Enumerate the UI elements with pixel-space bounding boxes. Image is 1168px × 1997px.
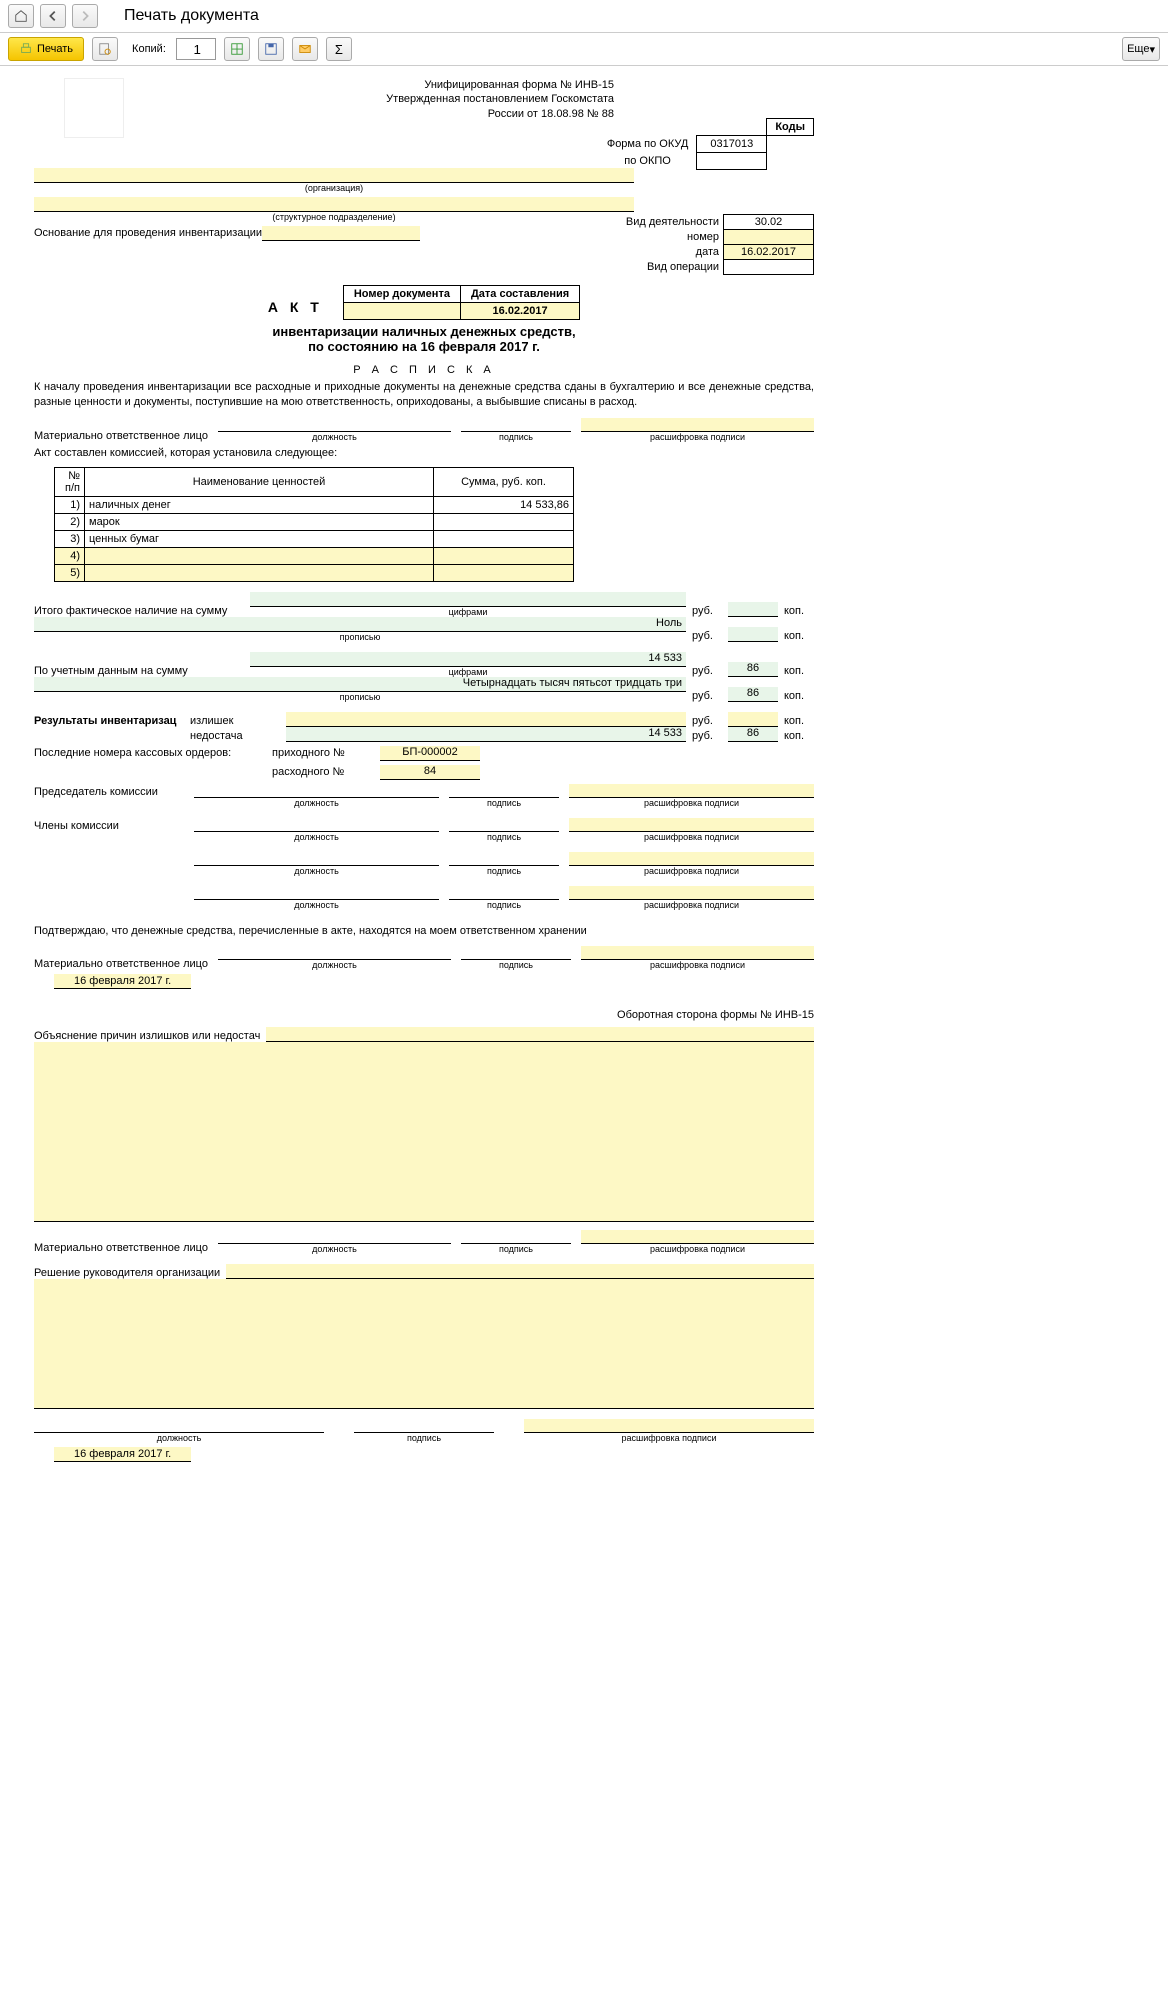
mol-label-3: Материально ответственное лицо [34,1242,208,1254]
fact-kop [728,602,778,617]
act-line2: инвентаризации наличных денежных средств… [14,324,834,339]
surplus-num [286,712,686,727]
preview-button[interactable] [92,37,118,61]
print-button[interactable]: Печать [8,37,84,61]
confirm-text: Подтверждаю, что денежные средства, пере… [34,924,814,939]
home-icon [14,9,28,23]
short-label: недостача [190,730,280,742]
save-button[interactable] [258,37,284,61]
codes-head: Коды [767,119,814,136]
act-line3: по состоянию на 16 февраля 2017 г. [14,339,834,354]
save-icon [264,42,278,56]
mail-button[interactable] [292,37,318,61]
org-field [34,168,634,183]
docno-table: Номер документаДата составления 16.02.20… [343,285,580,320]
grid-icon [230,42,244,56]
activity-value: 30.02 [724,215,814,230]
table-row: 4) [55,547,574,564]
back-date: 16 февраля 2017 г. [54,1447,191,1462]
date-value: 16.02.2017 [724,245,814,260]
mid-codes: Вид деятельности30.02 номер дата16.02.20… [620,214,814,275]
copies-input[interactable] [176,38,216,60]
mol-dec [581,418,814,432]
decision-label: Решение руководителя организации [34,1267,220,1279]
mol-pos [218,418,451,432]
fact-num [250,592,686,607]
sum-button[interactable]: Σ [326,37,352,61]
org-caption: (организация) [34,183,634,193]
optype-value [724,260,814,275]
toolbar-main: Печать документа [0,0,1168,33]
table-button[interactable] [224,37,250,61]
surplus-label: излишек [190,715,280,727]
docno-v2: 16.02.2017 [460,303,579,320]
order-in-label: приходного № [272,747,372,759]
order-out-label: расходного № [272,766,372,778]
window-title: Печать документа [124,7,259,25]
number-value [724,230,814,245]
book-label: По учетным данным на сумму [34,665,244,677]
explanation-area [34,1042,814,1222]
commission-intro: Акт составлен комиссией, которая установ… [34,446,814,461]
okud-label: Форма по ОКУД [599,136,697,153]
mol-sign [461,418,571,432]
date-label: дата [620,245,724,260]
docno-v1 [343,303,460,320]
activity-label: Вид деятельности [620,215,724,230]
table-row: 2)марок [55,513,574,530]
intro-paragraph: К началу проведения инвентаризации все р… [34,380,814,410]
arrow-left-icon [46,9,60,23]
book-kop: 86 [728,662,778,677]
document-page: Унифицированная форма № ИНВ-15 Утвержден… [14,78,834,1482]
order-out-val: 84 [380,765,480,780]
mol-label: Материально ответственное лицо [34,430,208,442]
optype-label: Вид операции [620,260,724,275]
toolbar-secondary: Печать Копий: Σ Еще ▾ [0,33,1168,66]
values-table: № п/п Наименование ценностей Сумма, руб.… [54,467,574,582]
arrow-right-icon [78,9,92,23]
subdiv-field [34,197,634,212]
expl-label: Объяснение причин излишков или недостач [34,1030,260,1042]
back-button[interactable] [40,4,66,28]
mol-label-2: Материально ответственное лицо [34,958,208,970]
fact-label: Итого фактическое наличие на сумму [34,605,244,617]
sigma-icon: Σ [335,42,343,57]
confirm-date: 16 февраля 2017 г. [54,974,191,989]
table-row: 3)ценных бумаг [55,530,574,547]
number-label: номер [620,230,724,245]
preview-icon [98,42,112,56]
back-title: Оборотная сторона формы № ИНВ-15 [14,1009,814,1021]
short-num: 14 533 [286,727,686,742]
basis-field [262,226,420,241]
forward-button[interactable] [72,4,98,28]
basis-label: Основание для проведения инвентаризации [34,227,262,241]
fact-words: Ноль [34,617,686,632]
table-row: 5) [55,564,574,581]
okud-value: 0317013 [697,136,767,153]
results-label: Результаты инвентаризац [34,715,184,727]
orders-label: Последние номера кассовых ордеров: [34,747,264,759]
act-title: А К Т [268,299,323,315]
subdiv-caption: (структурное подразделение) [34,212,634,222]
home-button[interactable] [8,4,34,28]
printer-icon [19,42,33,56]
order-in-val: БП-000002 [380,746,480,761]
mail-icon [298,42,312,56]
okpo-label: по ОКПО [599,153,697,170]
book-words: Четырнадцать тысяч пятьсот тридцать три [34,677,686,692]
docno-h1: Номер документа [343,286,460,303]
chair-label: Председатель комиссии [34,784,184,798]
raspiska: Р А С П И С К А [14,364,834,376]
book-num: 14 533 [250,652,686,667]
okpo-value [697,153,767,170]
logo-placeholder [64,78,124,138]
copies-label: Копий: [132,43,166,55]
decision-area [34,1279,814,1409]
docno-h2: Дата составления [460,286,579,303]
codes-table: Коды Форма по ОКУД0317013 по ОКПО [599,118,814,170]
members-label: Члены комиссии [34,818,184,832]
table-row: 1)наличных денег14 533,86 [55,496,574,513]
more-button[interactable]: Еще ▾ [1122,37,1160,61]
